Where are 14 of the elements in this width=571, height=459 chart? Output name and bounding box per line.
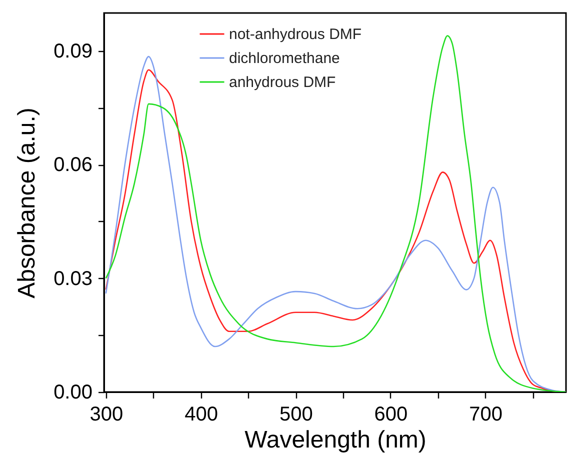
y-axis-title: Absorbance (a.u.)	[14, 108, 41, 298]
legend-label: not-anhydrous DMF	[229, 26, 362, 43]
x-tick-label: 600	[374, 404, 408, 426]
x-tick-label: 500	[279, 404, 313, 426]
y-tick-label: 0.09	[54, 40, 92, 62]
y-tick-label: 0.06	[54, 154, 92, 176]
x-tick-label: 300	[90, 404, 124, 426]
legend-label: anhydrous DMF	[229, 74, 336, 91]
legend-label: dichloromethane	[229, 50, 340, 67]
x-axis-title: Wavelength (nm)	[244, 426, 426, 454]
y-tick-label: 0.03	[54, 268, 92, 290]
y-tick-label: 0.00	[54, 382, 92, 404]
x-tick-label: 400	[184, 404, 218, 426]
x-tick-label: 700	[469, 404, 503, 426]
